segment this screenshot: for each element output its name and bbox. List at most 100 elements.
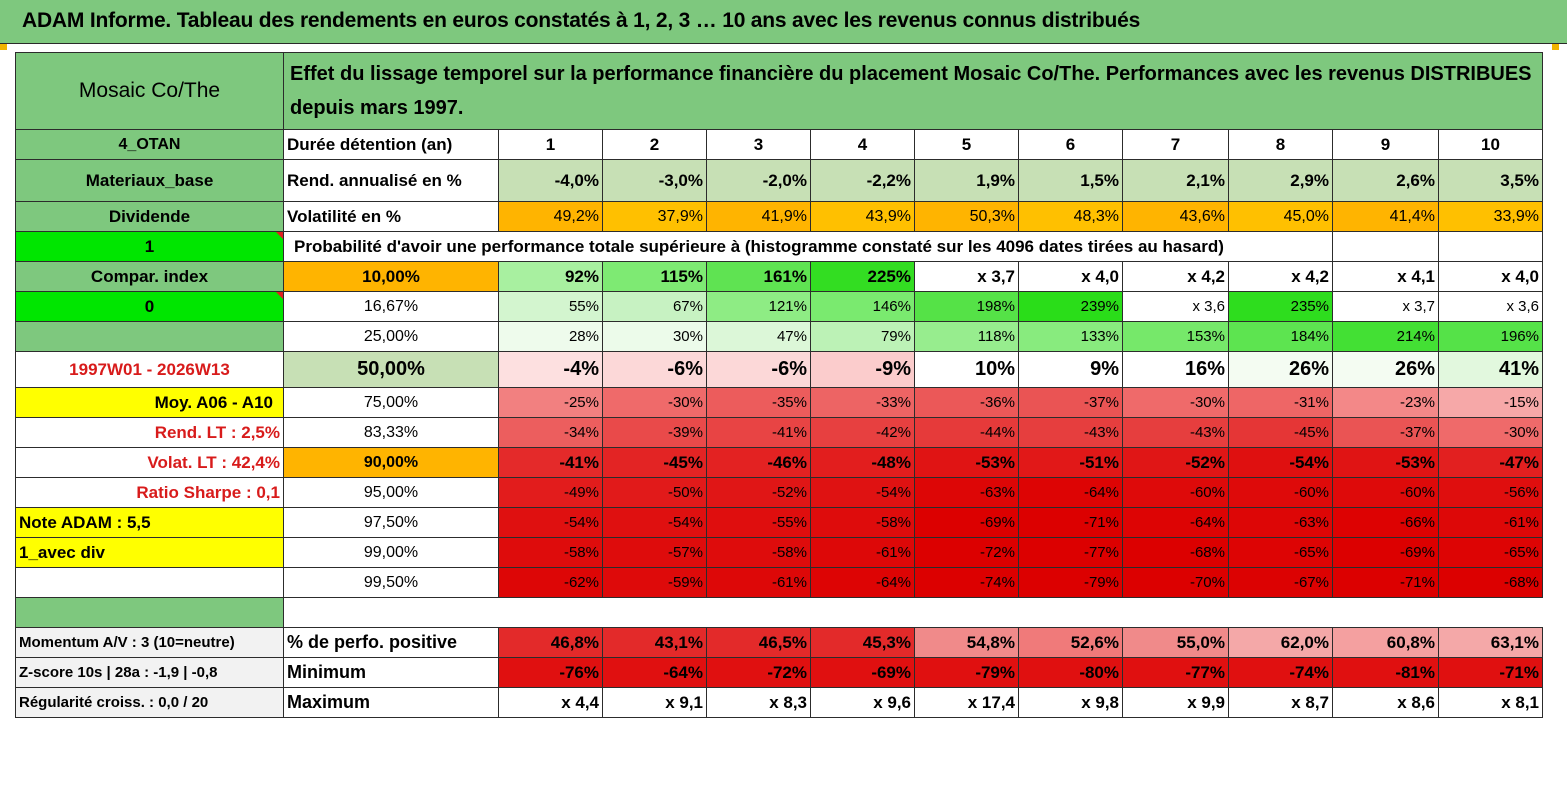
- quantile-cell: -63%: [1228, 507, 1333, 538]
- left-info-cell: Volat. LT : 42,4%: [15, 447, 284, 478]
- bottom-info-cell: Momentum A/V : 3 (10=neutre): [15, 627, 284, 658]
- quantile-cell: 196%: [1438, 321, 1543, 352]
- quantile-cell: x 4,1: [1332, 261, 1439, 292]
- quantile-cell: -30%: [1438, 417, 1543, 448]
- quantile-cell: 225%: [810, 261, 915, 292]
- quantile-cell: 10%: [914, 351, 1019, 388]
- quantile-cell: -65%: [1438, 537, 1543, 568]
- quantile-label: 95,00%: [283, 477, 499, 508]
- bottom-cell: x 9,6: [810, 687, 915, 718]
- quantile-cell: -58%: [810, 507, 915, 538]
- year-header: 6: [1018, 129, 1123, 160]
- quantile-cell: x 3,6: [1438, 291, 1543, 322]
- quantile-cell: -68%: [1438, 567, 1543, 598]
- quantile-cell: -68%: [1122, 537, 1229, 568]
- quantile-cell: -60%: [1122, 477, 1229, 508]
- quantile-cell: -63%: [914, 477, 1019, 508]
- quantile-cell: 92%: [498, 261, 603, 292]
- quantile-cell: -64%: [810, 567, 915, 598]
- quantile-cell: -37%: [1018, 387, 1123, 418]
- quantile-cell: -30%: [602, 387, 707, 418]
- bottom-row-label: Minimum: [283, 657, 499, 688]
- quantile-cell: -6%: [602, 351, 707, 388]
- quantile-cell: x 3,6: [1122, 291, 1229, 322]
- quantile-cell: -43%: [1122, 417, 1229, 448]
- quantile-cell: -44%: [914, 417, 1019, 448]
- quantile-cell: -53%: [914, 447, 1019, 478]
- vol-cell: 41,9%: [706, 201, 811, 232]
- quantile-cell: -60%: [1332, 477, 1439, 508]
- quantile-cell: -53%: [1332, 447, 1439, 478]
- corner-marker: [0, 44, 7, 50]
- quantile-cell: -54%: [602, 507, 707, 538]
- quantile-cell: 146%: [810, 291, 915, 322]
- quantile-cell: -34%: [498, 417, 603, 448]
- quantile-cell: 118%: [914, 321, 1019, 352]
- quantile-cell: 28%: [498, 321, 603, 352]
- quantile-cell: -60%: [1228, 477, 1333, 508]
- quantile-cell: -25%: [498, 387, 603, 418]
- quantile-cell: x 4,2: [1228, 261, 1333, 292]
- duree-label: Durée détention (an): [283, 129, 499, 160]
- quantile-cell: 41%: [1438, 351, 1543, 388]
- rend-cell: -4,0%: [498, 159, 603, 202]
- quantile-cell: -72%: [914, 537, 1019, 568]
- vol-cell: 48,3%: [1018, 201, 1123, 232]
- quantile-cell: 26%: [1228, 351, 1333, 388]
- bottom-cell: 45,3%: [810, 627, 915, 658]
- quantile-label: 16,67%: [283, 291, 499, 322]
- quantile-label: 83,33%: [283, 417, 499, 448]
- quantile-cell: 121%: [706, 291, 811, 322]
- quantile-cell: 79%: [810, 321, 915, 352]
- quantile-cell: -31%: [1228, 387, 1333, 418]
- quantile-cell: -77%: [1018, 537, 1123, 568]
- bottom-cell: -81%: [1332, 657, 1439, 688]
- quantile-cell: -67%: [1228, 567, 1333, 598]
- quantile-cell: -61%: [706, 567, 811, 598]
- quantile-cell: -64%: [1122, 507, 1229, 538]
- empty-cell: [1332, 231, 1439, 262]
- left-info-cell: Moy. A06 - A10: [15, 387, 284, 418]
- quantile-cell: 161%: [706, 261, 811, 292]
- quantile-cell: 47%: [706, 321, 811, 352]
- type-cell: Dividende: [15, 201, 284, 232]
- left-info-cell: Compar. index: [15, 261, 284, 292]
- quantile-cell: 235%: [1228, 291, 1333, 322]
- quantile-cell: -54%: [810, 477, 915, 508]
- bottom-cell: x 8,3: [706, 687, 811, 718]
- quantile-label: 97,50%: [283, 507, 499, 538]
- quantile-cell: -69%: [914, 507, 1019, 538]
- quantile-label: 75,00%: [283, 387, 499, 418]
- quantile-label: 25,00%: [283, 321, 499, 352]
- quantile-cell: 214%: [1332, 321, 1439, 352]
- rend-cell: -3,0%: [602, 159, 707, 202]
- bottom-cell: 52,6%: [1018, 627, 1123, 658]
- separator-cell: [283, 597, 1543, 628]
- rend-cell: 1,5%: [1018, 159, 1123, 202]
- quantile-cell: -55%: [706, 507, 811, 538]
- quantile-cell: -62%: [498, 567, 603, 598]
- rend-cell: 2,6%: [1332, 159, 1439, 202]
- quantile-cell: -54%: [498, 507, 603, 538]
- quantile-cell: -51%: [1018, 447, 1123, 478]
- quantile-cell: -58%: [706, 537, 811, 568]
- quantile-cell: 198%: [914, 291, 1019, 322]
- vol-cell: 43,6%: [1122, 201, 1229, 232]
- quantile-cell: -56%: [1438, 477, 1543, 508]
- quantile-cell: -49%: [498, 477, 603, 508]
- quantile-cell: -58%: [498, 537, 603, 568]
- quantile-cell: x 3,7: [1332, 291, 1439, 322]
- year-header: 3: [706, 129, 811, 160]
- quantile-label: 99,00%: [283, 537, 499, 568]
- bottom-cell: x 4,4: [498, 687, 603, 718]
- left-info-cell: 1997W01 - 2026W13: [15, 351, 284, 388]
- bottom-cell: -79%: [914, 657, 1019, 688]
- quantile-cell: x 4,0: [1438, 261, 1543, 292]
- quantile-cell: -59%: [602, 567, 707, 598]
- bottom-row-label: % de perfo. positive: [283, 627, 499, 658]
- quantile-cell: 30%: [602, 321, 707, 352]
- bottom-cell: x 9,1: [602, 687, 707, 718]
- vol-cell: 50,3%: [914, 201, 1019, 232]
- quantile-cell: -79%: [1018, 567, 1123, 598]
- quantile-cell: -4%: [498, 351, 603, 388]
